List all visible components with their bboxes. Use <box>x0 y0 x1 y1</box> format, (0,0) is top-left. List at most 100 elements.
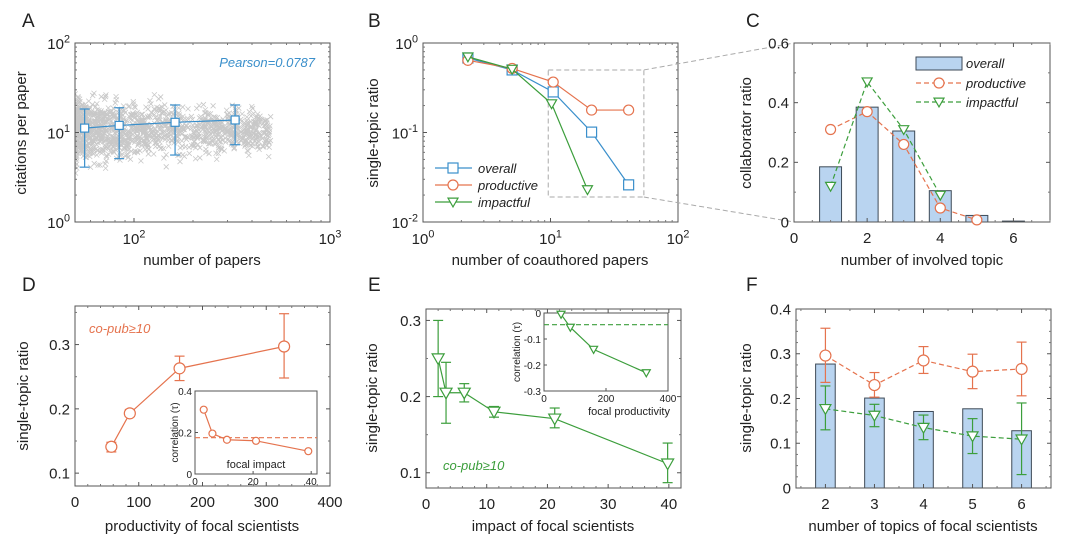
panel-e-axes-frame <box>425 308 682 489</box>
scatter-point <box>91 145 97 151</box>
scatter-point <box>103 154 110 160</box>
scatter-point <box>160 134 167 141</box>
scatter-point <box>127 116 134 122</box>
scatter-point <box>191 139 198 145</box>
scatter-point <box>94 100 100 107</box>
inset-y-tick-label: 0.4 <box>178 387 192 398</box>
panel-f-marker-productive <box>1015 362 1028 376</box>
inset-marker <box>222 435 232 444</box>
scatter-point <box>94 116 101 123</box>
scatter-point <box>219 120 226 126</box>
scatter-point <box>253 131 260 138</box>
scatter-point <box>95 162 101 168</box>
scatter-point <box>196 126 202 133</box>
x-tick-label: 300 <box>254 494 279 511</box>
scatter-point <box>163 164 170 170</box>
panel-c-legend: overall productive impactful <box>915 56 1026 110</box>
scatter-point <box>82 142 89 149</box>
inset-xlabel: focal impact <box>227 459 286 471</box>
scatter-point <box>186 144 192 151</box>
panel-f-ylabel: single-topic ratio <box>738 343 755 452</box>
scatter-point <box>256 130 262 136</box>
scatter-point <box>105 105 112 111</box>
scatter-point <box>157 94 164 100</box>
panel-e-ylabel: single-topic ratio <box>364 343 381 452</box>
panel-c-productive-marker <box>934 202 946 214</box>
scatter-point <box>132 137 138 144</box>
scatter-point <box>138 117 145 124</box>
scatter-point <box>247 142 253 149</box>
scatter-point <box>145 142 152 148</box>
scatter-point <box>143 104 149 110</box>
scatter-point <box>105 145 111 151</box>
scatter-point <box>156 132 162 139</box>
scatter-point <box>111 138 118 145</box>
scatter-point <box>231 144 238 151</box>
scatter-point <box>139 117 146 124</box>
scatter-point <box>208 124 214 130</box>
scatter-point <box>84 152 90 159</box>
scatter-point <box>164 131 171 138</box>
panel-e-copub-annotation: co-pub≥10 <box>443 458 505 473</box>
panel-c-ylabel: collaborator ratio <box>738 77 755 189</box>
panel-d-xlabel: productivity of focal scientists <box>105 518 299 535</box>
scatter-point <box>76 149 83 156</box>
y-tick-label: 0.3 <box>400 313 421 330</box>
panel-b-marker-overall <box>623 179 635 191</box>
scatter-point <box>179 138 185 144</box>
scatter-point <box>75 143 81 150</box>
panel-c-impactful-marker <box>824 181 837 193</box>
inset-y-tick-label: -0.2 <box>524 361 542 372</box>
y-tick-label: 0.4 <box>768 95 789 112</box>
scatter-point <box>141 137 147 144</box>
panel-f-marker-productive <box>819 349 832 362</box>
scatter-point <box>91 90 97 97</box>
panel-c-bar <box>855 106 879 223</box>
scatter-point <box>226 138 232 144</box>
scatter-point <box>151 106 157 112</box>
scatter-point <box>134 109 140 116</box>
scatter-point <box>205 118 212 125</box>
scatter-point <box>210 103 216 109</box>
scatter-point <box>104 112 110 118</box>
y-tick-label: 0.6 <box>768 35 789 52</box>
panel-a-xlabel: number of papers <box>143 252 261 269</box>
scatter-point <box>180 126 187 133</box>
scatter-point <box>177 144 184 151</box>
scatter-point <box>202 123 208 129</box>
panel-label-d: D <box>22 275 36 296</box>
scatter-cloud <box>75 90 274 176</box>
scatter-point <box>168 137 175 144</box>
panel-c: 0 2 4 6 0 0.2 0.4 0.6 overall productive impactful <box>768 35 1051 247</box>
panel-e-marker <box>431 353 446 366</box>
scatter-point <box>156 115 163 121</box>
scatter-point <box>91 121 97 128</box>
scatter-point <box>140 126 146 132</box>
legend-marker-overall <box>447 162 459 174</box>
x-tick-label: 5 <box>968 496 976 513</box>
x-tick-label: 0 <box>71 494 79 511</box>
inset-x-tick-label: 0 <box>192 477 198 488</box>
scatter-point <box>192 144 199 151</box>
inset-ylabel: correlation (τ) <box>170 402 181 462</box>
scatter-point <box>239 111 245 117</box>
scatter-point <box>159 110 166 116</box>
panel-b-marker-productive <box>547 76 559 88</box>
scatter-point <box>121 107 128 114</box>
scatter-point <box>217 134 223 141</box>
scatter-point <box>148 101 154 107</box>
scatter-point <box>165 143 172 149</box>
legend-label-productive: productive <box>965 76 1026 91</box>
scatter-point <box>150 151 157 157</box>
scatter-point <box>110 143 117 150</box>
scatter-point <box>101 126 107 133</box>
panel-c-productive-marker <box>898 138 910 151</box>
panel-label-b: B <box>368 11 381 32</box>
scatter-point <box>98 93 105 100</box>
scatter-point <box>137 148 143 154</box>
inset-y-tick-label: 0 <box>535 309 541 320</box>
scatter-point <box>244 114 250 120</box>
scatter-point <box>95 147 101 154</box>
panel-e-inset: 0 200 400 0 -0.1 -0.2 -0.3 focal productivity co… <box>512 309 677 418</box>
